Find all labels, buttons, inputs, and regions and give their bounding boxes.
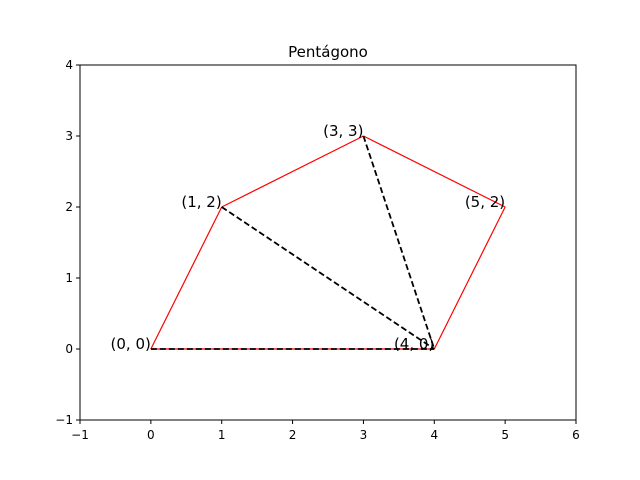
point-label: (1, 2): [181, 193, 221, 211]
polygon-edge: [433, 206, 506, 350]
y-tick-label: 1: [65, 271, 73, 285]
plot-area: [150, 135, 506, 350]
y-tick-label: 4: [65, 58, 73, 72]
diagonal-line: [221, 206, 435, 350]
point-labels: (0, 0) (1, 2) (3, 3) (5, 2) (4, 0): [111, 122, 506, 353]
x-tick-label: 2: [289, 428, 297, 442]
point-label: (0, 0): [111, 335, 151, 353]
x-tick-label: 4: [430, 428, 438, 442]
diagonal-line: [362, 135, 436, 350]
x-tick-label: 3: [360, 428, 368, 442]
chart-title: Pentágono: [288, 43, 368, 61]
point-label: (4, 0): [394, 335, 434, 353]
axis-ticks: −1 0 1 2 3 4 5 6 −1 0 1 2 3 4: [55, 58, 580, 442]
x-tick-label: −1: [71, 428, 89, 442]
axes-frame: [79, 64, 577, 421]
x-tick-label: 1: [218, 428, 226, 442]
y-tick-label: 0: [65, 342, 73, 356]
polygon-edge: [363, 135, 506, 208]
y-tick-label: 2: [65, 200, 73, 214]
y-tick-label: 3: [65, 129, 73, 143]
point-label: (3, 3): [323, 122, 363, 140]
x-tick-label: 6: [572, 428, 580, 442]
x-tick-label: 0: [147, 428, 155, 442]
polygon-edge: [150, 206, 223, 350]
polygon-edge: [221, 135, 364, 208]
x-tick-label: 5: [501, 428, 509, 442]
y-tick-label: −1: [55, 413, 73, 427]
point-label: (5, 2): [465, 193, 505, 211]
